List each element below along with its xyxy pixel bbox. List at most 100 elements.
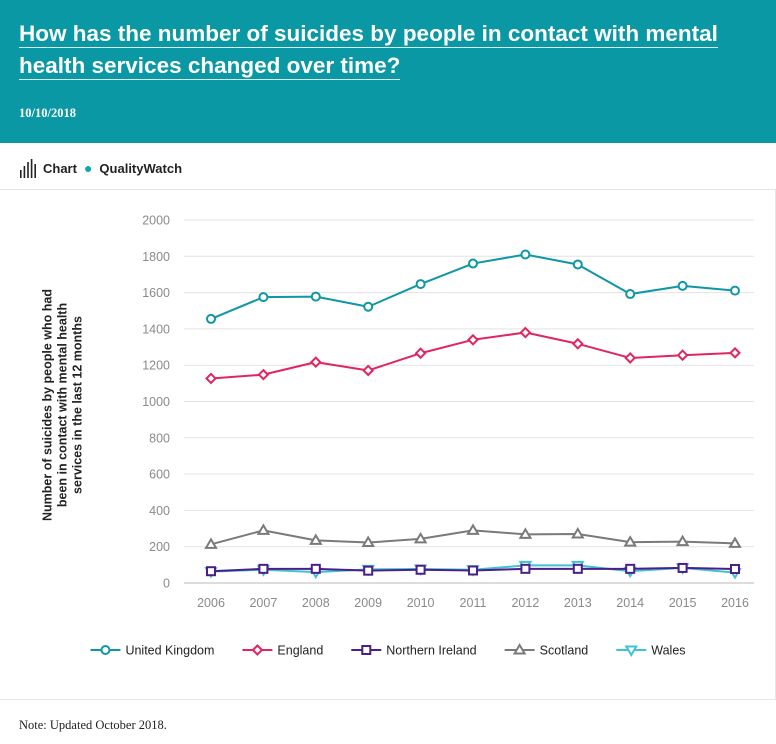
data-point-northern-ireland-2008 bbox=[310, 563, 321, 574]
legend-item-northern-ireland[interactable]: Northern Ireland bbox=[351, 644, 477, 658]
data-point-scotland-2008 bbox=[309, 533, 323, 545]
series-england bbox=[205, 326, 741, 385]
legend-label: United Kingdom bbox=[125, 644, 214, 658]
legend-item-united-kingdom[interactable]: United Kingdom bbox=[90, 644, 214, 658]
data-point-england-2007 bbox=[257, 368, 270, 381]
data-point-northern-ireland-2014 bbox=[625, 563, 636, 574]
data-point-scotland-2010 bbox=[413, 531, 428, 544]
bar-chart-icon bbox=[20, 159, 36, 178]
legend-marker-wales bbox=[624, 645, 639, 657]
data-point-northern-ireland-2009 bbox=[363, 565, 374, 576]
grid-lines bbox=[184, 219, 754, 584]
data-point-england-2016 bbox=[729, 346, 741, 359]
footnote: Note: Updated October 2018. bbox=[19, 718, 167, 732]
data-point-northern-ireland-2007 bbox=[258, 563, 269, 574]
data-point-england-2006 bbox=[205, 372, 217, 385]
data-point-united-kingdom-2012 bbox=[520, 249, 531, 260]
x-tick-label: 2007 bbox=[249, 596, 277, 610]
y-tick-label: 600 bbox=[149, 468, 170, 482]
data-point-northern-ireland-2012 bbox=[520, 563, 531, 574]
x-tick-label: 2006 bbox=[197, 596, 225, 610]
legend-marker-scotland bbox=[512, 643, 527, 655]
series-northern-ireland bbox=[206, 562, 740, 577]
y-tick-label: 400 bbox=[149, 504, 170, 518]
data-point-scotland-2007 bbox=[256, 523, 271, 535]
data-point-northern-ireland-2013 bbox=[572, 563, 583, 574]
legend-marker-northern-ireland bbox=[361, 645, 372, 655]
header-banner: How has the number of suicides by people… bbox=[0, 0, 776, 143]
data-point-scotland-2015 bbox=[675, 534, 690, 547]
page-title: How has the number of suicides by people… bbox=[19, 21, 718, 80]
legend-item-wales[interactable]: Wales bbox=[616, 644, 686, 658]
data-point-northern-ireland-2011 bbox=[468, 565, 478, 576]
data-point-england-2008 bbox=[309, 356, 322, 369]
x-tick-label: 2009 bbox=[354, 596, 382, 610]
x-tick-label: 2010 bbox=[407, 596, 435, 610]
x-tick-label: 2015 bbox=[669, 596, 697, 610]
y-tick-labels: 0 200 400 600 800 1000 1200 1400 1600 1800 2000 bbox=[142, 214, 170, 591]
legend: United Kingdom England Northern Ireland Sco… bbox=[90, 643, 686, 658]
x-tick-label: 2008 bbox=[302, 596, 330, 610]
x-tick-label: 2011 bbox=[460, 596, 487, 610]
data-point-scotland-2011 bbox=[466, 523, 480, 535]
data-point-united-kingdom-2008 bbox=[310, 291, 321, 302]
data-point-scotland-2009 bbox=[361, 535, 375, 548]
legend-label: Scotland bbox=[540, 644, 589, 658]
y-tick-label: 800 bbox=[149, 431, 170, 445]
data-point-scotland-2006 bbox=[204, 537, 218, 549]
separator-dot: ● bbox=[83, 160, 93, 176]
y-tick-label: 2000 bbox=[142, 214, 170, 228]
series-united-kingdom bbox=[206, 249, 740, 324]
data-point-england-2012 bbox=[519, 326, 532, 339]
data-point-northern-ireland-2010 bbox=[415, 564, 426, 575]
line-chart: 0 200 400 600 800 1000 1200 1400 1600 1800 2000 20… bbox=[90, 214, 754, 658]
y-tick-label: 1600 bbox=[142, 286, 170, 300]
legend-item-scotland[interactable]: Scotland bbox=[504, 643, 589, 658]
x-tick-label: 2014 bbox=[616, 596, 644, 610]
series-lines bbox=[204, 249, 742, 580]
data-point-england-2015 bbox=[676, 349, 689, 362]
data-point-northern-ireland-2006 bbox=[206, 566, 216, 577]
data-point-united-kingdom-2011 bbox=[468, 258, 478, 269]
data-point-england-2009 bbox=[362, 364, 375, 377]
data-point-united-kingdom-2010 bbox=[415, 279, 426, 290]
y-tick-label: 1200 bbox=[142, 359, 170, 373]
legend-marker-england bbox=[251, 644, 264, 656]
x-tick-labels: 2006 2007 2008 2009 2010 2011 2012 2013 2014 2015… bbox=[197, 596, 749, 610]
brand-bar: Chart ● QualityWatch bbox=[19, 157, 182, 179]
source-label[interactable]: QualityWatch bbox=[99, 160, 183, 176]
legend-label: England bbox=[277, 644, 323, 658]
data-point-scotland-2016 bbox=[728, 536, 742, 548]
data-point-scotland-2014 bbox=[623, 535, 637, 547]
divider bbox=[0, 189, 776, 190]
y-tick-label: 1400 bbox=[142, 322, 170, 336]
data-point-united-kingdom-2014 bbox=[625, 289, 636, 300]
data-point-england-2013 bbox=[571, 337, 584, 350]
legend-item-england[interactable]: England bbox=[242, 644, 323, 658]
y-tick-label: 200 bbox=[149, 540, 170, 554]
data-point-united-kingdom-2007 bbox=[258, 292, 269, 303]
x-tick-label: 2012 bbox=[511, 596, 539, 610]
data-point-england-2010 bbox=[414, 347, 427, 360]
y-tick-label: 1000 bbox=[142, 395, 170, 409]
publish-date: 10/10/2018 bbox=[19, 106, 76, 120]
data-point-northern-ireland-2016 bbox=[730, 564, 740, 575]
data-point-northern-ireland-2015 bbox=[677, 562, 688, 573]
data-point-united-kingdom-2013 bbox=[572, 259, 583, 270]
legend-label: Wales bbox=[651, 644, 685, 658]
x-tick-label: 2013 bbox=[564, 596, 592, 610]
legend-label: Northern Ireland bbox=[386, 644, 476, 658]
legend-marker-united-kingdom bbox=[100, 645, 111, 655]
data-point-united-kingdom-2009 bbox=[363, 301, 374, 312]
data-point-scotland-2012 bbox=[518, 527, 533, 539]
y-tick-label: 0 bbox=[163, 577, 170, 591]
chart-frame-bottom bbox=[0, 699, 776, 700]
data-point-united-kingdom-2015 bbox=[677, 280, 688, 291]
data-point-scotland-2013 bbox=[571, 527, 585, 539]
chart-label: Chart bbox=[43, 160, 77, 176]
y-tick-label: 1800 bbox=[142, 250, 170, 264]
series-scotland bbox=[204, 523, 742, 549]
data-point-england-2011 bbox=[467, 333, 479, 346]
data-point-united-kingdom-2006 bbox=[206, 313, 216, 324]
data-point-united-kingdom-2016 bbox=[730, 285, 740, 296]
